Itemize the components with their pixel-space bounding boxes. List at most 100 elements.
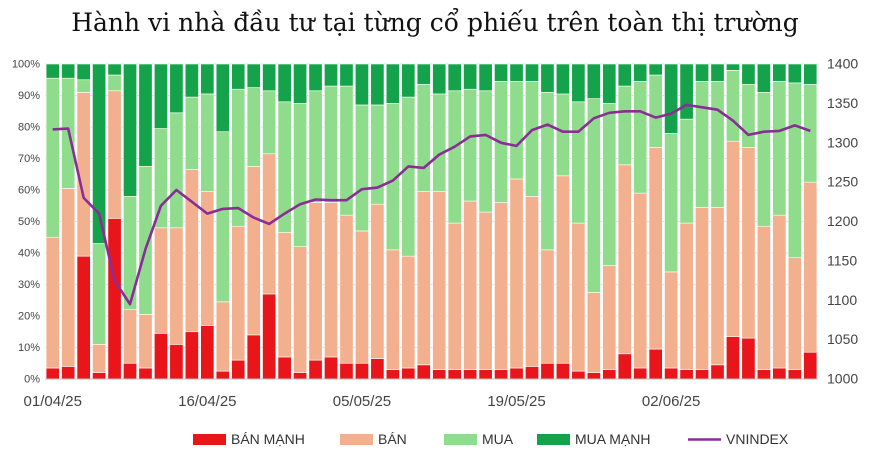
bar-mua-manh	[648, 63, 663, 76]
bar-mua-manh	[262, 63, 277, 92]
bar-mua-manh	[293, 63, 308, 104]
bar-mua	[571, 101, 586, 224]
bar-ban	[293, 246, 308, 373]
bar-mua	[138, 166, 153, 315]
bar-mua	[231, 88, 246, 227]
y-right-tick-label: 1050	[827, 331, 858, 347]
bar-ban	[478, 211, 493, 370]
bar-mua-manh	[571, 63, 586, 103]
bar-ban-manh	[803, 351, 818, 380]
bar-mua	[555, 93, 570, 177]
bar-mua-manh	[401, 63, 416, 98]
legend-label: BÁN	[378, 431, 407, 447]
bar-ban-manh	[92, 372, 107, 380]
bar-ban-manh	[61, 366, 76, 380]
bar-ban	[540, 249, 555, 364]
bar-mua	[200, 93, 215, 192]
bar-mua-manh	[107, 63, 122, 76]
bar-ban	[123, 309, 137, 364]
bar-ban-manh	[540, 362, 555, 380]
bar-ban-manh	[602, 369, 617, 380]
bar-mua	[463, 88, 478, 202]
bar-ban-manh	[664, 367, 679, 380]
bar-ban	[246, 166, 261, 336]
bar-ban-manh	[447, 369, 462, 380]
y-right-tick-label: 1200	[827, 213, 858, 229]
bar-ban-manh	[555, 362, 570, 380]
bar-mua	[741, 84, 756, 148]
bar-ban-manh	[416, 364, 431, 380]
bar-ban	[741, 147, 756, 339]
bar-mua-manh	[602, 63, 617, 104]
x-tick-label: 02/06/25	[642, 393, 700, 410]
bar-mua-manh	[617, 63, 632, 87]
bar-mua-manh	[154, 63, 168, 129]
bar-mua-manh	[463, 63, 478, 90]
legend-label: MUA	[482, 431, 514, 447]
bar-ban	[509, 178, 524, 369]
bar-mua-manh	[540, 63, 555, 93]
bar-ban-manh	[726, 336, 740, 380]
bar-ban	[664, 271, 679, 369]
bar-mua	[324, 85, 338, 203]
bar-mua-manh	[184, 63, 199, 98]
bar-mua-manh	[633, 63, 648, 82]
bar-mua-manh	[710, 63, 725, 82]
bar-mua	[416, 84, 431, 192]
bar-mua-manh	[76, 63, 91, 81]
bar-mua	[726, 70, 740, 142]
y-left-tick-label: 0%	[24, 374, 40, 386]
bar-ban-manh	[370, 358, 385, 380]
bar-mua	[92, 243, 107, 345]
bar-ban	[215, 301, 230, 372]
bar-ban-manh	[463, 369, 478, 380]
bar-mua-manh	[741, 63, 756, 85]
bar-ban	[710, 207, 725, 366]
x-tick-label: 05/05/25	[333, 393, 391, 410]
bar-mua	[246, 87, 261, 167]
bar-mua	[401, 96, 416, 257]
y-left-tick-label: 70%	[18, 153, 40, 165]
bar-mua-manh	[509, 63, 524, 82]
bar-ban-manh	[478, 369, 493, 380]
bar-ban-manh	[324, 356, 338, 380]
bar-ban	[494, 202, 509, 370]
bar-mua	[772, 81, 787, 216]
bar-ban-manh	[710, 364, 725, 380]
bar-mua-manh	[370, 63, 385, 106]
bar-mua-manh	[416, 63, 431, 85]
bar-ban-manh	[772, 367, 787, 380]
bar-ban-manh	[184, 331, 199, 380]
bar-mua-manh	[803, 63, 818, 85]
bar-mua	[525, 81, 539, 197]
bar-mua	[308, 90, 323, 203]
bar-ban-manh	[354, 362, 369, 380]
bar-ban	[416, 191, 431, 366]
bar-ban	[107, 90, 122, 219]
bar-mua	[710, 81, 725, 208]
bar-mua-manh	[586, 63, 601, 99]
bar-ban-manh	[308, 359, 323, 380]
bar-ban	[463, 200, 478, 370]
bar-mua-manh	[231, 63, 246, 90]
bar-mua-manh	[494, 63, 509, 82]
bar-ban	[432, 191, 447, 370]
legend-label: MUA MẠNH	[575, 431, 650, 447]
bar-mua-manh	[308, 63, 323, 92]
bar-mua	[76, 79, 91, 93]
bar-ban-manh	[633, 367, 648, 380]
bar-mua-manh	[772, 63, 787, 82]
bar-mua-manh	[555, 63, 570, 95]
y-left-tick-label: 10%	[18, 342, 40, 354]
bar-mua	[123, 196, 137, 311]
bar-ban-manh	[107, 218, 122, 380]
bar-mua	[602, 103, 617, 266]
bar-ban	[447, 222, 462, 370]
legend-swatch	[340, 434, 373, 445]
bar-mua-manh	[726, 63, 740, 71]
y-right-tick-label: 1100	[827, 292, 857, 308]
bar-mua-manh	[200, 63, 215, 95]
bar-ban-manh	[617, 353, 632, 380]
bar-mua-manh	[123, 63, 137, 197]
bar-ban	[787, 257, 802, 370]
